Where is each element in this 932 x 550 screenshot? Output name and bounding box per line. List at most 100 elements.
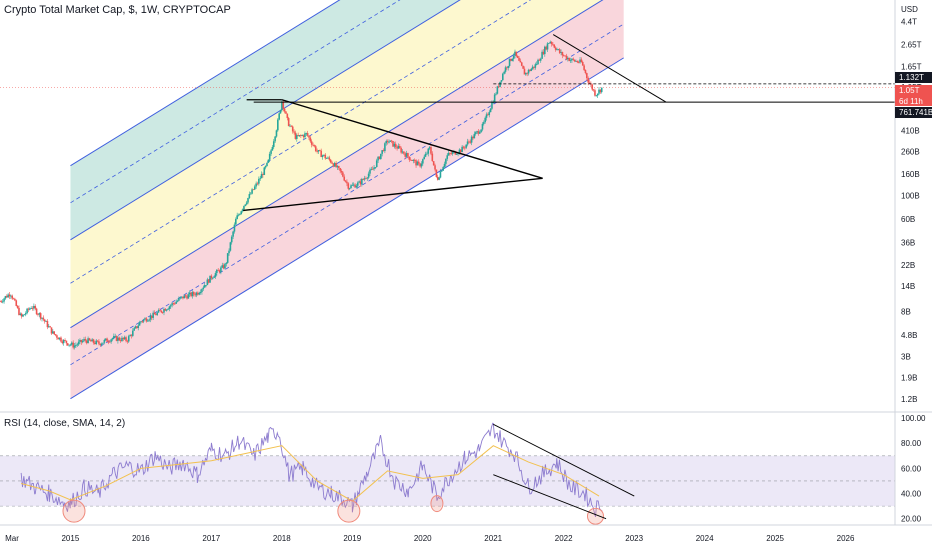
candle-body [436, 176, 439, 180]
candle-body [96, 340, 99, 342]
candle-body [58, 337, 61, 340]
candle-body [99, 343, 102, 346]
candle [1, 299, 4, 304]
candle [400, 146, 402, 155]
candle-body [180, 296, 183, 298]
candle-body [206, 279, 209, 286]
candle-body [0, 301, 3, 303]
candle-body [403, 151, 405, 154]
candle [556, 47, 558, 51]
candle-body [338, 166, 340, 168]
candle [203, 282, 206, 288]
candle [57, 337, 60, 340]
candle-body [382, 150, 385, 152]
candle [297, 132, 299, 137]
candle [432, 161, 435, 166]
candle [350, 183, 352, 189]
candle [62, 339, 65, 346]
candle-body [138, 322, 141, 326]
candle [483, 120, 485, 126]
candle [99, 343, 102, 347]
candle [481, 122, 484, 132]
candle-body [576, 61, 579, 63]
candle [594, 88, 596, 97]
rsi-pane[interactable] [0, 411, 932, 525]
candle-body [506, 67, 508, 69]
candle-body [358, 181, 360, 183]
candle [550, 41, 553, 47]
candle-body [310, 141, 313, 145]
candle [27, 307, 30, 313]
candle-body [423, 156, 425, 160]
candle-body [386, 140, 389, 142]
last-price-tag-bg [895, 85, 932, 96]
candle [72, 340, 74, 350]
candle [221, 262, 224, 269]
candle-body [161, 312, 164, 314]
price-tick-label: 4.8B [901, 331, 917, 340]
candle [0, 300, 3, 304]
candle [575, 59, 577, 62]
candle [8, 291, 11, 300]
candle [346, 179, 348, 187]
time-tick-label: 2024 [696, 534, 714, 543]
current-price-tag-text: 1.132T [899, 73, 924, 82]
candle-body [115, 335, 118, 341]
candle [4, 295, 7, 300]
current-price-tag: 1.132T [895, 72, 932, 83]
candle [565, 53, 568, 61]
candle-body [66, 343, 69, 346]
candle-body [152, 312, 154, 318]
candle [163, 307, 165, 316]
candle [332, 162, 335, 168]
candle [522, 65, 524, 69]
channel-dashed-1 [70, 0, 532, 284]
candle [510, 58, 512, 62]
candle-body [0, 301, 1, 303]
candle-body [565, 55, 568, 60]
candle-body [550, 41, 553, 45]
candle-body [581, 61, 584, 66]
time-tick-label: 2018 [273, 534, 291, 543]
channel-line-3 [70, 57, 624, 400]
candle [396, 144, 398, 151]
candle-body [352, 184, 355, 186]
price-axis[interactable]: USD 4.4T 2.65T 1.65T 1.05T 410B 260B 160B 100B 60… [894, 0, 932, 525]
candle-body [388, 141, 390, 143]
candle [419, 162, 421, 168]
candle-body [571, 58, 573, 61]
candle-body [230, 236, 233, 243]
candle [487, 112, 489, 116]
candle-body [339, 167, 341, 171]
candle-body [111, 338, 114, 340]
price-pane[interactable] [0, 0, 895, 400]
candle-body [23, 314, 26, 316]
time-axis[interactable]: Mar 2015 2016 2017 2018 2019 2020 2021 2022 2023 2… [0, 524, 932, 543]
candle [422, 158, 424, 166]
candle-body [98, 341, 100, 344]
candle-body [140, 321, 142, 323]
candle [191, 290, 194, 299]
candle-body [72, 342, 74, 348]
candle [405, 150, 408, 158]
candle [553, 43, 556, 49]
candle-body [397, 145, 400, 149]
candle [478, 130, 481, 135]
candle [53, 331, 56, 335]
candle [436, 174, 439, 181]
candle-body [569, 60, 572, 62]
candle [362, 178, 365, 181]
channel-line-0 [70, 0, 341, 167]
candle-body [136, 326, 138, 328]
candle [338, 165, 340, 170]
candle [561, 51, 564, 59]
candle [188, 290, 191, 297]
candle-body [535, 63, 538, 65]
support-price-tag-bg [895, 107, 932, 118]
candle [19, 312, 22, 316]
candle-body [129, 335, 131, 337]
candle-body [7, 294, 9, 298]
time-tick-label: 2017 [202, 534, 220, 543]
candle [506, 66, 508, 71]
